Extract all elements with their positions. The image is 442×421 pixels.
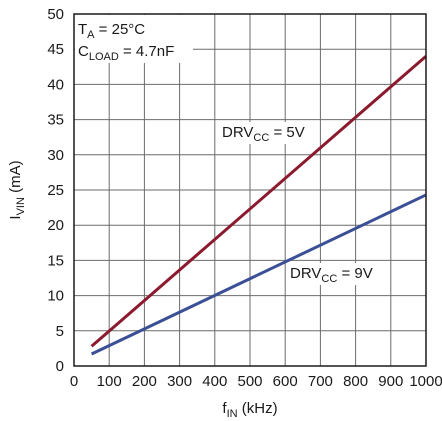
x-axis-title: fIN (kHz) bbox=[222, 400, 277, 420]
plot-frame bbox=[73, 13, 427, 367]
x-tick-label-100: 100 bbox=[97, 373, 122, 390]
y-axis-title-sub: VIN bbox=[15, 197, 27, 215]
annotation-load-main: C bbox=[78, 43, 89, 60]
y-tick-label-30: 30 bbox=[47, 147, 64, 164]
y-tick-labels: 0 5 10 15 20 25 30 35 40 45 50 bbox=[47, 6, 64, 375]
y-axis-title: IVIN (mA) bbox=[7, 160, 27, 219]
annotation-load-capacitance: CLOAD = 4.7nF bbox=[78, 43, 174, 63]
series-line-9v bbox=[90, 193, 427, 356]
series-line-5v bbox=[90, 55, 427, 348]
x-tick-label-700: 700 bbox=[308, 373, 333, 390]
x-tick-label-400: 400 bbox=[202, 373, 227, 390]
series-label-background-9v bbox=[288, 263, 360, 285]
x-tick-label-600: 600 bbox=[273, 373, 298, 390]
x-tick-label-300: 300 bbox=[167, 373, 192, 390]
series-label-9v-main: DRV bbox=[290, 265, 321, 282]
annotation-load-rest: = 4.7nF bbox=[119, 43, 174, 60]
y-tick-label-40: 40 bbox=[47, 76, 64, 93]
x-axis-title-main: f bbox=[222, 400, 227, 417]
y-tick-label-50: 50 bbox=[47, 6, 64, 23]
x-tick-label-800: 800 bbox=[343, 373, 368, 390]
x-axis-title-sub: IN bbox=[227, 408, 238, 420]
y-tick-label-5: 5 bbox=[56, 323, 64, 340]
series-layer bbox=[90, 55, 427, 356]
y-tick-label-10: 10 bbox=[47, 288, 64, 305]
x-tick-label-500: 500 bbox=[237, 373, 262, 390]
y-axis-title-rest: (mA) bbox=[7, 160, 24, 197]
series-label-5v-main: DRV bbox=[222, 124, 253, 141]
y-axis-title-main: I bbox=[7, 215, 24, 219]
series-label-9v-rest: = 9V bbox=[337, 265, 372, 282]
x-tick-labels: 0 100 200 300 400 500 600 700 800 900 1000 bbox=[70, 373, 442, 390]
annotation-temperature-sub: A bbox=[87, 29, 95, 41]
annotation-temperature: TA = 25°C bbox=[78, 21, 145, 41]
y-tick-label-35: 35 bbox=[47, 112, 64, 129]
x-tick-label-900: 900 bbox=[378, 373, 403, 390]
series-label-9v-sub: CC bbox=[321, 273, 337, 285]
series-label-5v-sub: CC bbox=[253, 132, 269, 144]
x-tick-label-200: 200 bbox=[132, 373, 157, 390]
series-label-5v-rest: = 5V bbox=[269, 124, 304, 141]
annotation-temperature-main: T bbox=[78, 21, 87, 38]
x-tick-label-1000: 1000 bbox=[409, 373, 442, 390]
y-tick-label-45: 45 bbox=[47, 41, 64, 58]
annotation-background bbox=[75, 15, 193, 63]
y-tick-label-25: 25 bbox=[47, 182, 64, 199]
x-axis-title-rest: (kHz) bbox=[238, 400, 278, 417]
annotation-temperature-rest: = 25°C bbox=[95, 21, 146, 38]
y-tick-label-20: 20 bbox=[47, 217, 64, 234]
series-label-background-5v bbox=[220, 122, 292, 144]
series-label-9v: DRVCC = 9V bbox=[290, 265, 373, 285]
x-tick-label-0: 0 bbox=[70, 373, 78, 390]
y-tick-label-0: 0 bbox=[56, 358, 64, 375]
series-label-5v: DRVCC = 5V bbox=[222, 124, 305, 144]
grid bbox=[73, 13, 427, 367]
y-tick-label-15: 15 bbox=[47, 252, 64, 269]
annotation-load-sub: LOAD bbox=[89, 51, 119, 63]
